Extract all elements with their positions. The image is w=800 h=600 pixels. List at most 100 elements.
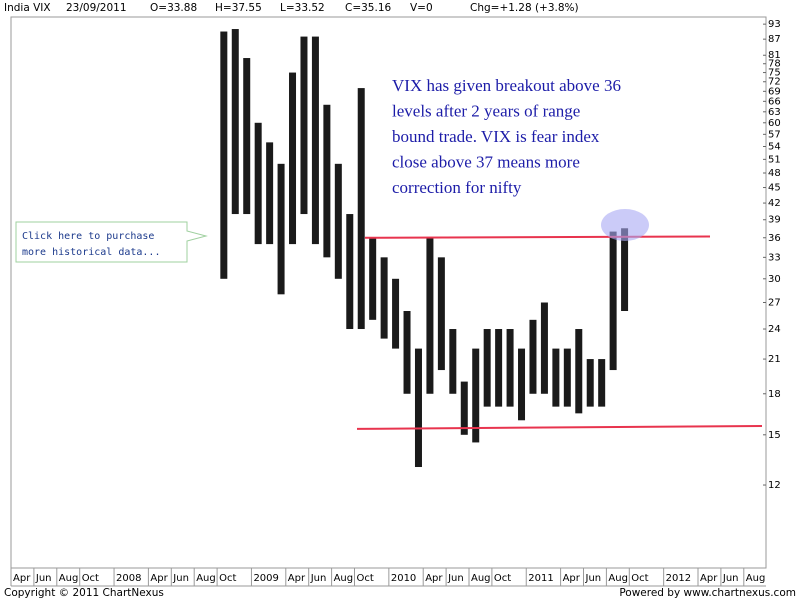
annotation-line: VIX has given breakout above 36 [392, 76, 621, 95]
header-info: L=33.52 [280, 2, 325, 14]
y-tick-label: 27 [768, 298, 781, 309]
range-bar [357, 88, 365, 330]
range-bar [518, 348, 526, 421]
x-tick-label: 2010 [391, 573, 416, 584]
range-bar [575, 329, 583, 414]
range-bar [460, 381, 468, 435]
y-tick-label: 33 [768, 252, 781, 263]
y-tick-label: 30 [768, 274, 781, 285]
y-tick-label: 48 [768, 168, 781, 179]
range-bar [311, 36, 319, 245]
x-tick-label: Oct [631, 573, 648, 584]
y-tick-label: 87 [768, 34, 781, 45]
x-tick-label: Jun [722, 573, 739, 584]
range-bar [380, 257, 388, 339]
x-tick-label: Oct [494, 573, 511, 584]
range-bar [243, 58, 251, 215]
x-tick-label: Jun [447, 573, 464, 584]
header-info: 23/09/2011 [66, 2, 127, 14]
trend-line [364, 235, 711, 239]
purchase-callout[interactable]: Click here to purchase more historical d… [15, 221, 208, 263]
y-tick-label: 81 [768, 50, 781, 61]
x-tick-label: Aug [471, 573, 491, 584]
y-tick-label: 66 [768, 96, 781, 107]
x-tick-label: 2012 [666, 573, 691, 584]
range-bar [392, 278, 400, 349]
range-bar [609, 231, 617, 371]
y-tick-label: 93 [768, 19, 781, 30]
y-tick-label: 57 [768, 129, 781, 140]
y-tick-label: 63 [768, 107, 781, 118]
range-bar [529, 319, 537, 394]
y-tick-label: 54 [768, 141, 781, 152]
annotation-line: bound trade. VIX is fear index [392, 127, 600, 146]
footer-copyright: Copyright © 2011 ChartNexus [4, 587, 164, 599]
y-tick-label: 78 [768, 59, 781, 70]
range-bar [552, 348, 560, 407]
range-bar [449, 329, 457, 394]
x-tick-label: 2009 [253, 573, 278, 584]
x-tick-label: Aug [746, 573, 766, 584]
x-tick-label: Oct [219, 573, 236, 584]
x-tick-label: Jun [172, 573, 189, 584]
x-tick-label: Aug [59, 573, 79, 584]
x-tick-label: Apr [563, 573, 581, 584]
callout-line[interactable]: more historical data... [22, 247, 160, 258]
header-info: V=0 [410, 2, 433, 14]
range-bar [346, 214, 354, 330]
header-info: C=35.16 [345, 2, 392, 14]
range-bar [403, 311, 411, 394]
range-bar [369, 237, 377, 320]
y-tick-label: 72 [768, 77, 781, 88]
y-tick-label: 51 [768, 154, 781, 165]
chart-title: India VIX [4, 2, 51, 14]
y-tick-label: 21 [768, 354, 781, 365]
y-tick-label: 18 [768, 389, 781, 400]
range-bar [437, 257, 445, 371]
x-tick-label: Apr [13, 573, 31, 584]
y-tick-label: 39 [768, 215, 781, 226]
y-tick-label: 36 [768, 233, 781, 244]
range-bar [334, 163, 342, 279]
range-bar [220, 31, 228, 279]
range-bar [277, 163, 285, 295]
y-tick-label: 24 [768, 324, 781, 335]
y-tick-label: 42 [768, 198, 781, 209]
range-bar [300, 36, 308, 215]
x-tick-label: Oct [357, 573, 374, 584]
header-info: O=33.88 [150, 2, 197, 14]
range-bar [231, 29, 239, 215]
x-tick-label: 2011 [528, 573, 553, 584]
annotation-line: correction for nifty [392, 178, 522, 197]
callout-box[interactable] [15, 221, 208, 263]
x-tick-label: Apr [425, 573, 443, 584]
x-tick-label: Jun [35, 573, 52, 584]
range-bar [621, 228, 629, 312]
y-tick-label: 12 [768, 480, 781, 491]
trend-line [356, 424, 763, 430]
x-tick-label: 2008 [116, 573, 141, 584]
header-info: H=37.55 [215, 2, 262, 14]
y-tick-label: 45 [768, 183, 781, 194]
y-tick-label: 69 [768, 86, 781, 97]
range-bar [254, 122, 262, 245]
x-tick-label: Apr [150, 573, 168, 584]
footer-powered[interactable]: Powered by www.chartnexus.com [619, 587, 796, 599]
header-info: Chg=+1.28 (+3.8%) [470, 2, 579, 14]
highlight-circle [601, 209, 649, 241]
range-bar [586, 359, 594, 407]
range-bar [414, 348, 422, 468]
callout-line[interactable]: Click here to purchase [22, 231, 154, 242]
x-tick-label: Aug [334, 573, 354, 584]
range-bar [563, 348, 571, 407]
range-bar [540, 302, 548, 394]
annotation-line: close above 37 means more [392, 152, 580, 171]
x-tick-label: Jun [310, 573, 327, 584]
range-bar [495, 329, 503, 407]
range-bar [289, 72, 297, 245]
y-tick-label: 75 [768, 68, 781, 79]
y-tick-label: 15 [768, 430, 781, 441]
range-bar [472, 348, 480, 443]
x-tick-label: Apr [288, 573, 306, 584]
